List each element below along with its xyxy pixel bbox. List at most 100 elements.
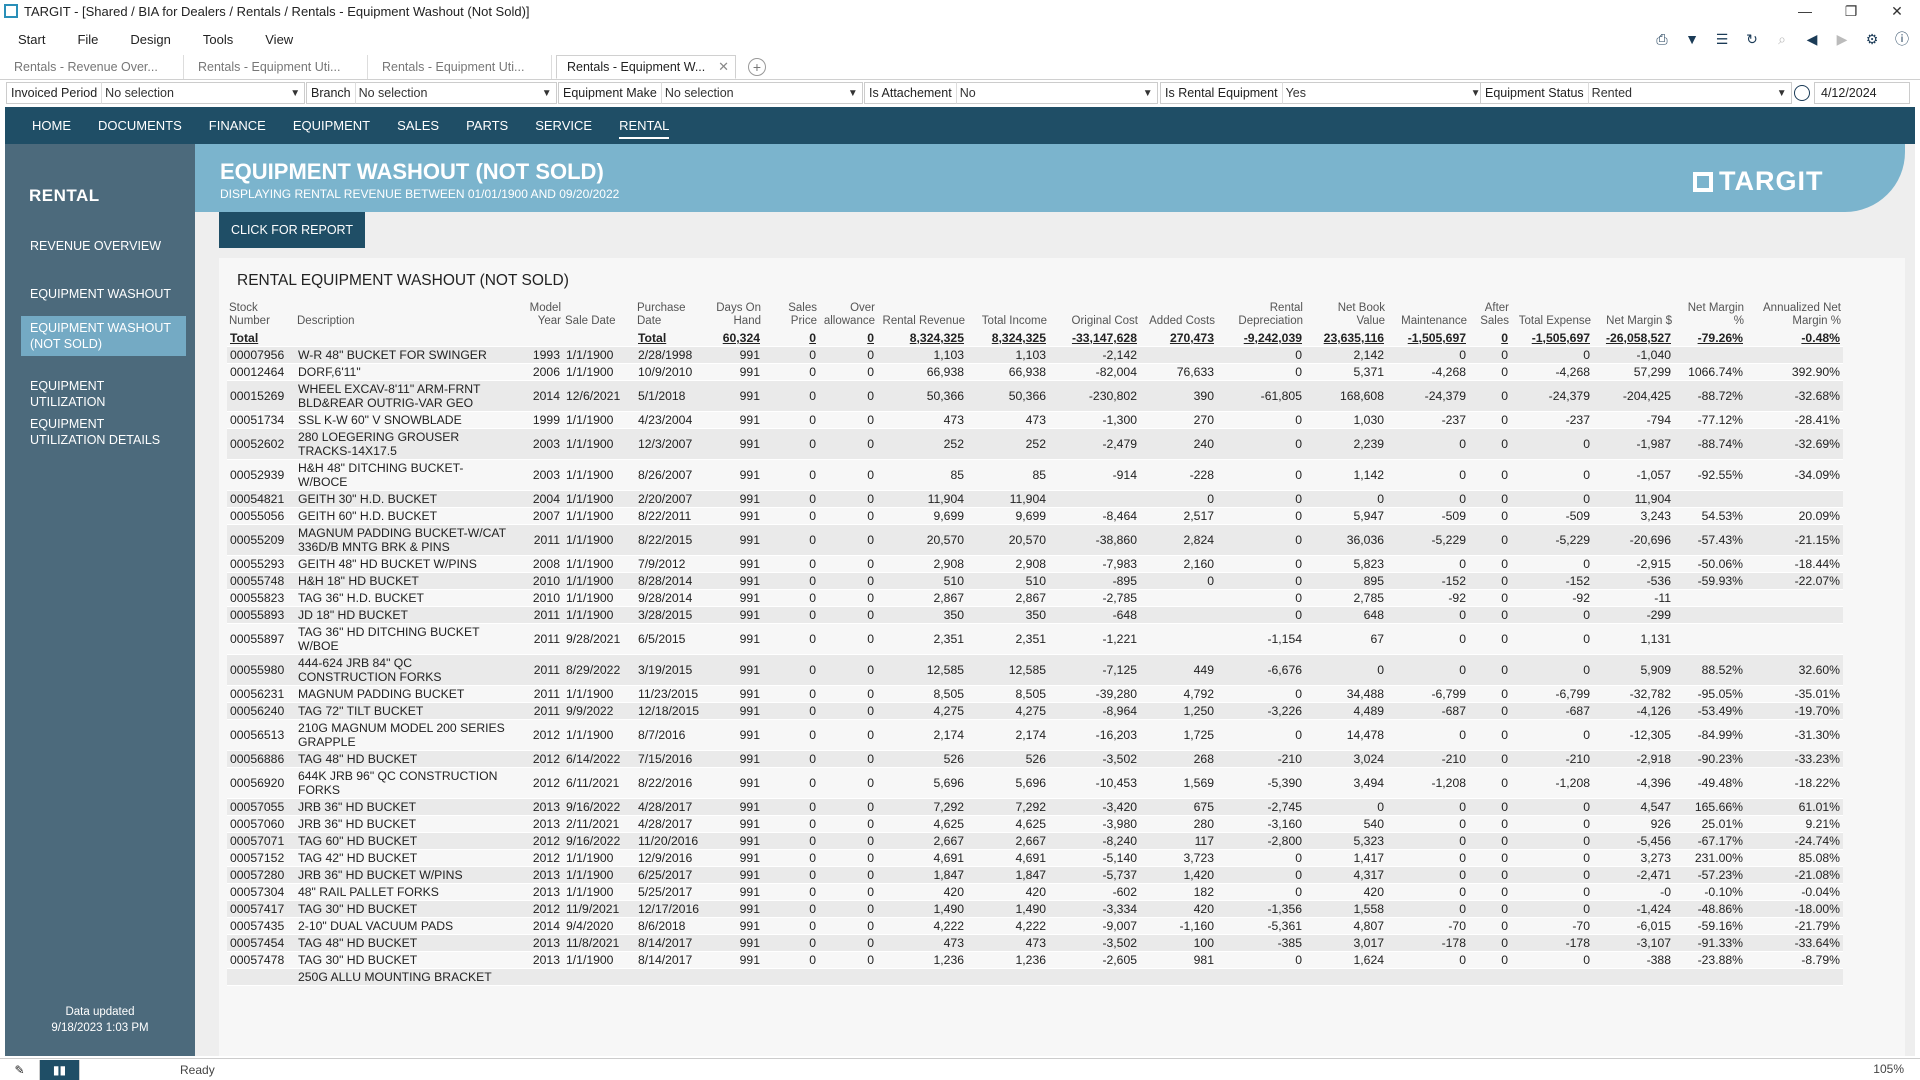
- column-header[interactable]: Total Expense: [1518, 315, 1591, 327]
- menu-start[interactable]: Start: [18, 31, 46, 47]
- filter-value[interactable]: No selection ▼: [660, 82, 863, 104]
- column-header[interactable]: Days On Hand: [716, 302, 761, 327]
- sidebar-item-equipment-utilization[interactable]: EQUIPMENT UTILIZATION: [30, 379, 106, 409]
- filter-value[interactable]: No ▼: [955, 82, 1158, 104]
- table-row[interactable]: 00057435 2-10" DUAL VACUUM PADS 2014 9/4/20…: [227, 917, 1843, 935]
- nav-finance[interactable]: FINANCE: [208, 118, 266, 133]
- restore-button[interactable]: ❐: [1844, 2, 1858, 19]
- column-header[interactable]: Original Cost: [1071, 315, 1138, 327]
- sidebar-item-equipment-washout-not-sold[interactable]: EQUIPMENT WASHOUT (NOT SOLD): [21, 316, 186, 356]
- table-row[interactable]: 00056240 TAG 72" TILT BUCKET 2011 9/9/2022 1…: [227, 702, 1843, 720]
- tab-revenue-overview[interactable]: Rentals - Revenue Over...: [4, 55, 184, 79]
- table-row[interactable]: 00052939 H&H 48" DITCHING BUCKET-W/BOCE 20…: [227, 459, 1843, 491]
- column-header[interactable]: Over allowance: [823, 302, 875, 327]
- table-row[interactable]: 00052602 280 LOEGERING GROUSER TRACKS-14X…: [227, 428, 1843, 460]
- column-header[interactable]: Net Margin %: [1687, 302, 1744, 327]
- gear-icon[interactable]: ⚙: [1865, 30, 1879, 47]
- minimize-button[interactable]: —: [1798, 3, 1812, 19]
- table-row[interactable]: 00057071 TAG 60" HD BUCKET 2012 9/16/2022 11…: [227, 832, 1843, 850]
- filter-value[interactable]: Yes ▼: [1281, 82, 1486, 104]
- sidebar-item-equipment-washout[interactable]: EQUIPMENT WASHOUT: [30, 287, 171, 301]
- sidebar-item-revenue-overview[interactable]: REVENUE OVERVIEW: [30, 239, 162, 253]
- table-row[interactable]: 00055823 TAG 36" H.D. BUCKET 2010 1/1/1900 9…: [227, 589, 1843, 607]
- column-header[interactable]: Total Income: [981, 315, 1047, 327]
- table-row[interactable]: 00057055 JRB 36" HD BUCKET 2013 9/16/2022 4/…: [227, 798, 1843, 816]
- table-row[interactable]: 00012464 DORF,6'11" 2006 1/1/1900 10/9/2010 9…: [227, 363, 1843, 381]
- filter-equipment-make[interactable]: Equipment Make No selection ▼: [558, 82, 863, 104]
- tab-equipment-utilization[interactable]: Rentals - Equipment Uti...: [188, 55, 368, 79]
- filter-value[interactable]: No selection ▼: [354, 82, 557, 104]
- table-row[interactable]: 00056513 210G MAGNUM MODEL 200 SERIES GRA…: [227, 719, 1843, 751]
- table-row[interactable]: 00056231 MAGNUM PADDING BUCKET 2011 1/1/190…: [227, 685, 1843, 703]
- table-row[interactable]: 00055293 GEITH 48" HD BUCKET W/PINS 2008 1/…: [227, 555, 1843, 573]
- filter-is-attachement[interactable]: Is Attachement No ▼: [864, 82, 1158, 104]
- table-row[interactable]: 00054821 GEITH 30" H.D. BUCKET 2004 1/1/190…: [227, 490, 1843, 508]
- total-row[interactable]: Total Total 60,324 0 0 8,324,325 8,324,325 -33,…: [227, 330, 1843, 347]
- clock-icon[interactable]: [1794, 85, 1810, 101]
- forward-icon[interactable]: ▶: [1836, 30, 1848, 47]
- filter-value[interactable]: No selection ▼: [101, 82, 306, 104]
- pencil-icon[interactable]: ✎: [0, 1059, 40, 1080]
- table-row[interactable]: 00055748 H&H 18" HD BUCKET 2010 1/1/1900 8/2…: [227, 572, 1843, 590]
- column-header[interactable]: Sales Price: [788, 302, 817, 327]
- menu-file[interactable]: File: [77, 31, 99, 47]
- menu-design[interactable]: Design: [130, 31, 171, 47]
- nav-documents[interactable]: DOCUMENTS: [98, 118, 182, 133]
- column-header[interactable]: Annualized Net Margin %: [1763, 302, 1841, 327]
- column-header[interactable]: Rental Depreciation: [1238, 302, 1303, 327]
- zoom-level[interactable]: 105%: [1873, 1062, 1904, 1076]
- filter-value[interactable]: Rented ▼: [1587, 82, 1792, 104]
- click-for-report-button[interactable]: CLICK FOR REPORT: [219, 212, 365, 248]
- filter-is-rental-equipment[interactable]: Is Rental Equipment Yes ▼: [1160, 82, 1486, 104]
- table-row[interactable]: 00056920 644K JRB 96" QC CONSTRUCTION FOR…: [227, 767, 1843, 799]
- table-row[interactable]: 00015269 WHEEL EXCAV-8'11" ARM-FRNT BLD&R…: [227, 380, 1843, 412]
- column-header[interactable]: Rental Revenue: [882, 315, 965, 327]
- column-header[interactable]: After Sales: [1480, 302, 1509, 327]
- column-header[interactable]: Net Book Value: [1337, 302, 1385, 327]
- table-row[interactable]: 00055209 MAGNUM PADDING BUCKET-W/CAT 336D…: [227, 524, 1843, 556]
- filter-invoiced-period[interactable]: Invoiced Period No selection ▼: [6, 82, 306, 104]
- filter-branch[interactable]: Branch No selection ▼: [306, 82, 557, 104]
- info-icon[interactable]: ⓘ: [1895, 31, 1909, 47]
- sidebar-item-equipment-utilization-details[interactable]: EQUIPMENT UTILIZATION DETAILS: [30, 417, 161, 447]
- nav-parts[interactable]: PARTS: [466, 118, 509, 133]
- nav-equipment[interactable]: EQUIPMENT: [292, 118, 371, 133]
- table-row[interactable]: 250G ALLU MOUNTING BRACKET: [227, 968, 1843, 986]
- table-row[interactable]: 00055893 JD 18" HD BUCKET 2011 1/1/1900 3/28…: [227, 606, 1843, 624]
- table-row[interactable]: 00057417 TAG 30" HD BUCKET 2012 11/9/2021 12…: [227, 900, 1843, 918]
- close-icon[interactable]: ✕: [718, 59, 729, 74]
- column-header[interactable]: Added Costs: [1149, 315, 1215, 327]
- table-row[interactable]: 00057454 TAG 48" HD BUCKET 2013 11/8/2021 8/…: [227, 934, 1843, 952]
- column-header[interactable]: Maintenance: [1401, 315, 1467, 327]
- date-picker[interactable]: 4/12/2024: [1814, 82, 1910, 104]
- table-row[interactable]: 00057304 48" RAIL PALLET FORKS 2013 1/1/190…: [227, 883, 1843, 901]
- table-row[interactable]: 00055056 GEITH 60" H.D. BUCKET 2007 1/1/190…: [227, 507, 1843, 525]
- nav-rental[interactable]: RENTAL: [619, 107, 670, 144]
- filter-icon[interactable]: ▼: [1685, 31, 1699, 47]
- column-header[interactable]: Net Margin $: [1606, 315, 1672, 327]
- table-row[interactable]: 00057060 JRB 36" HD BUCKET 2013 2/11/2021 4/…: [227, 815, 1843, 833]
- close-window-button[interactable]: ✕: [1891, 2, 1903, 19]
- table-row[interactable]: 00057280 JRB 36" HD BUCKET W/PINS 2013 1/1/…: [227, 866, 1843, 884]
- table-row[interactable]: 00055980 444-624 JRB 84" QC CONSTRUCTION …: [227, 654, 1843, 686]
- add-tab-icon[interactable]: +: [748, 58, 766, 76]
- table-row[interactable]: 00057152 TAG 42" HD BUCKET 2012 1/1/1900 12/…: [227, 849, 1843, 867]
- table-row[interactable]: 00056886 TAG 48" HD BUCKET 2012 6/14/2022 7/…: [227, 750, 1843, 768]
- menu-view[interactable]: View: [265, 31, 294, 47]
- column-header[interactable]: Stock Number: [229, 302, 270, 327]
- print-icon[interactable]: ⎙: [1656, 30, 1668, 47]
- filter-list-icon[interactable]: ☰: [1715, 30, 1729, 47]
- table-container[interactable]: Stock Number Description Model Year Sale Da…: [227, 302, 1897, 1056]
- filter-equipment-status[interactable]: Equipment Status Rented ▼: [1480, 82, 1792, 104]
- zoom-icon[interactable]: ⌕: [1778, 30, 1786, 47]
- menu-tools[interactable]: Tools: [202, 31, 234, 47]
- table-row[interactable]: 00051734 SSL K-W 60" V SNOWBLADE 1999 1/1/1…: [227, 411, 1843, 429]
- column-header[interactable]: Sale Date: [565, 315, 616, 327]
- nav-home[interactable]: HOME: [32, 118, 71, 133]
- chart-icon[interactable]: ▮▮: [40, 1059, 80, 1080]
- tab-equipment-washout[interactable]: Rentals - Equipment W... ✕: [556, 55, 736, 79]
- table-row[interactable]: 00007956 W-R 48" BUCKET FOR SWINGER 1993 1/…: [227, 346, 1843, 364]
- table-row[interactable]: 00057478 TAG 30" HD BUCKET 2013 1/1/1900 8/1…: [227, 951, 1843, 969]
- nav-sales[interactable]: SALES: [397, 118, 440, 133]
- back-icon[interactable]: ◀: [1806, 30, 1818, 47]
